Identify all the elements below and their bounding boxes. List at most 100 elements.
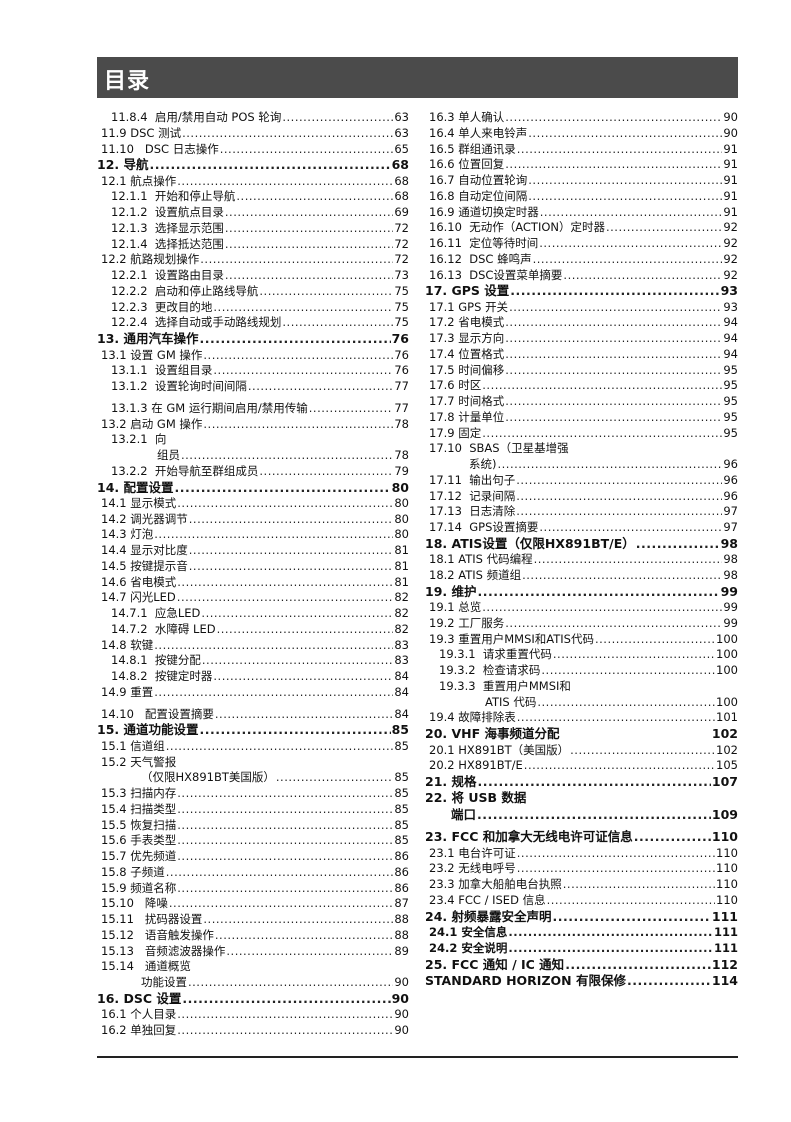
toc-entry[interactable]: 17. GPS 设置 93	[425, 283, 738, 299]
toc-entry[interactable]: 16.11 定位等待时间 92	[425, 236, 738, 252]
toc-entry[interactable]: 14.3 灯泡 80	[97, 527, 409, 543]
toc-entry[interactable]: 17.3 显示方向 94	[425, 331, 738, 347]
toc-entry[interactable]: 14.7.2 水障碍 LED 82	[97, 622, 409, 638]
toc-entry[interactable]: 20. VHF 海事频道分配 102	[425, 726, 738, 742]
toc-entry[interactable]: 12.1 航点操作 68	[97, 174, 409, 190]
toc-entry[interactable]: 16.3 单人确认 90	[425, 110, 738, 126]
toc-entry[interactable]: 17.14 GPS设置摘要 97	[425, 520, 738, 536]
toc-entry[interactable]: 14.1 显示模式 80	[97, 496, 409, 512]
toc-entry[interactable]: 15.2 天气警报	[97, 755, 409, 771]
toc-entry[interactable]: 19.3 重置用户MMSI和ATIS代码 100	[425, 632, 738, 648]
toc-entry[interactable]: 24.1 安全信息 111	[425, 925, 738, 941]
toc-entry[interactable]: 17.12 记录间隔 96	[425, 489, 738, 505]
toc-entry[interactable]: 21. 规格 107	[425, 774, 738, 790]
toc-entry[interactable]: 16.8 自动定位间隔 91	[425, 189, 738, 205]
toc-entry[interactable]: 15.6 手表类型 85	[97, 833, 409, 849]
toc-entry[interactable]: 14.10 配置设置摘要 84	[97, 707, 409, 723]
toc-entry[interactable]: 18. ATIS设置（仅限HX891BT/E） 98	[425, 536, 738, 552]
toc-entry[interactable]: 17.10 SBAS（卫星基增强	[425, 441, 738, 457]
toc-entry[interactable]: 14.4 显示对比度 81	[97, 543, 409, 559]
toc-entry[interactable]: 17.4 位置格式 94	[425, 347, 738, 363]
toc-entry[interactable]: 12.1.3 选择显示范围 72	[97, 221, 409, 237]
toc-entry[interactable]: 16.6 位置回复 91	[425, 157, 738, 173]
toc-entry[interactable]: 12.2.1 设置路由目录 73	[97, 268, 409, 284]
toc-entry[interactable]: 17.1 GPS 开关 93	[425, 300, 738, 316]
toc-entry[interactable]: 17.2 省电模式 94	[425, 315, 738, 331]
toc-entry-continuation[interactable]: 系统) 96	[425, 457, 738, 473]
toc-entry[interactable]: 16.5 群组通讯录 91	[425, 142, 738, 158]
toc-entry[interactable]: 15.4 扫描类型 85	[97, 802, 409, 818]
toc-entry[interactable]: 12.2.3 更改目的地 75	[97, 300, 409, 316]
toc-entry[interactable]: 15.11 扰码器设置 88	[97, 912, 409, 928]
toc-entry[interactable]: 13. 通用汽车操作 76	[97, 331, 409, 347]
toc-entry[interactable]: 16.7 自动位置轮询 91	[425, 173, 738, 189]
toc-entry[interactable]: 16.2 单独回复 90	[97, 1023, 409, 1039]
toc-entry[interactable]: 12.2.4 选择自动或手动路线规划 75	[97, 315, 409, 331]
toc-entry[interactable]: 18.2 ATIS 频道组 98	[425, 568, 738, 584]
toc-entry[interactable]: 19.3.2 检查请求码 100	[425, 663, 738, 679]
toc-entry[interactable]: 13.1.1 设置组目录 76	[97, 363, 409, 379]
toc-entry[interactable]: 12.1.1 开始和停止导航 68	[97, 189, 409, 205]
toc-entry[interactable]: 19. 维护 99	[425, 584, 738, 600]
toc-entry[interactable]: 17.6 时区 95	[425, 378, 738, 394]
toc-entry[interactable]: 25. FCC 通知 / IC 通知 112	[425, 957, 738, 973]
toc-entry-continuation[interactable]: 端口 109	[425, 807, 738, 823]
toc-entry[interactable]: 23.1 电台许可证 110	[425, 846, 738, 862]
toc-entry[interactable]: 23.2 无线电呼号 110	[425, 861, 738, 877]
toc-entry[interactable]: 13.2.2 开始导航至群组成员 79	[97, 464, 409, 480]
toc-entry-continuation[interactable]: ATIS 代码 100	[425, 695, 738, 711]
toc-entry-continuation[interactable]: 组员 78	[97, 448, 409, 464]
toc-entry[interactable]: 13.1 设置 GM 操作 76	[97, 348, 409, 364]
toc-entry[interactable]: 17.11 输出句子 96	[425, 473, 738, 489]
toc-entry[interactable]: 13.2.1 向	[97, 432, 409, 448]
toc-entry[interactable]: 12.1.4 选择抵达范围 72	[97, 237, 409, 253]
toc-entry-continuation[interactable]: 功能设置 90	[97, 975, 409, 991]
toc-entry[interactable]: 14.7.1 应急LED 82	[97, 606, 409, 622]
toc-entry[interactable]: 17.8 计量单位 95	[425, 410, 738, 426]
toc-entry[interactable]: 20.1 HX891BT（美国版） 102	[425, 743, 738, 759]
toc-entry[interactable]: 14. 配置设置 80	[97, 480, 409, 496]
toc-entry[interactable]: 14.8 软键 83	[97, 638, 409, 654]
toc-entry[interactable]: 11.10 DSC 日志操作 65	[97, 142, 409, 158]
toc-entry[interactable]: 24. 射频暴露安全声明 111	[425, 909, 738, 925]
toc-entry[interactable]: 19.2 工厂服务 99	[425, 616, 738, 632]
toc-entry[interactable]: 15.7 优先频道 86	[97, 849, 409, 865]
toc-entry[interactable]: 12.1.2 设置航点目录 69	[97, 205, 409, 221]
toc-entry[interactable]: 14.8.2 按键定时器 84	[97, 669, 409, 685]
toc-entry[interactable]: 18.1 ATIS 代码编程 98	[425, 552, 738, 568]
toc-entry[interactable]: 14.8.1 按键分配 83	[97, 653, 409, 669]
toc-entry[interactable]: 13.2 启动 GM 操作 78	[97, 417, 409, 433]
toc-entry[interactable]: 12.2 航路规划操作 72	[97, 252, 409, 268]
toc-entry[interactable]: 15.3 扫描内存 85	[97, 786, 409, 802]
toc-entry[interactable]: 15.8 子频道 86	[97, 865, 409, 881]
toc-entry[interactable]: 15.10 降噪 87	[97, 896, 409, 912]
toc-entry[interactable]: 23.4 FCC / ISED 信息 110	[425, 893, 738, 909]
toc-entry[interactable]: 12.2.2 启动和停止路线导航 75	[97, 284, 409, 300]
toc-entry[interactable]: 14.5 按键提示音 81	[97, 559, 409, 575]
toc-entry[interactable]: 22. 将 USB 数据	[425, 790, 738, 806]
toc-entry[interactable]: 15.14 通道概览	[97, 959, 409, 975]
toc-entry[interactable]: 19.4 故障排除表 101	[425, 710, 738, 726]
toc-entry[interactable]: 23. FCC 和加拿大无线电许可证信息 110	[425, 829, 738, 845]
toc-entry[interactable]: 16.9 通道切换定时器 91	[425, 205, 738, 221]
toc-entry[interactable]: 19.3.1 请求重置代码 100	[425, 647, 738, 663]
toc-entry[interactable]: 13.1.2 设置轮询时间间隔 77	[97, 379, 409, 395]
toc-entry[interactable]: 14.6 省电模式 81	[97, 575, 409, 591]
toc-entry[interactable]: 14.9 重置 84	[97, 685, 409, 701]
toc-entry[interactable]: 17.5 时间偏移 95	[425, 363, 738, 379]
toc-entry[interactable]: 13.1.3 在 GM 运行期间启用/禁用传输 77	[97, 401, 409, 417]
toc-entry[interactable]: 19.1 总览 99	[425, 600, 738, 616]
toc-entry[interactable]: 16.4 单人来电铃声 90	[425, 126, 738, 142]
toc-entry[interactable]: 15.13 音频滤波器操作 89	[97, 944, 409, 960]
toc-entry[interactable]: STANDARD HORIZON 有限保修 114	[425, 973, 738, 989]
toc-entry[interactable]: 15. 通道功能设置 85	[97, 722, 409, 738]
toc-entry[interactable]: 15.12 语音触发操作 88	[97, 928, 409, 944]
toc-entry[interactable]: 11.9 DSC 测试 63	[97, 126, 409, 142]
toc-entry[interactable]: 15.5 恢复扫描 85	[97, 818, 409, 834]
toc-entry[interactable]: 16. DSC 设置 90	[97, 991, 409, 1007]
toc-entry[interactable]: 15.9 频道名称 86	[97, 881, 409, 897]
toc-entry[interactable]: 19.3.3 重置用户MMSI和	[425, 679, 738, 695]
toc-entry[interactable]: 17.13 日志清除 97	[425, 504, 738, 520]
toc-entry[interactable]: 14.2 调光器调节 80	[97, 512, 409, 528]
toc-entry[interactable]: 16.1 个人目录 90	[97, 1007, 409, 1023]
